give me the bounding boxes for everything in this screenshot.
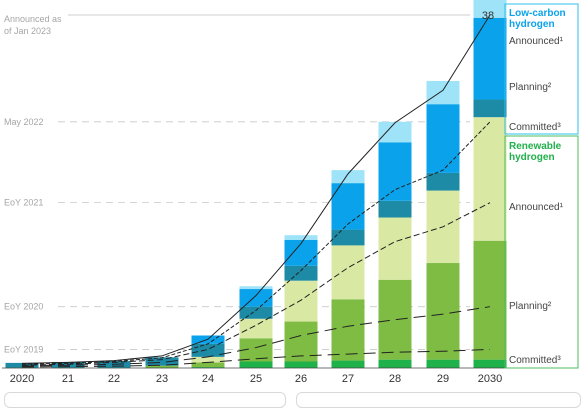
x-tick-label: 21: [62, 373, 74, 385]
trend-line: [21, 306, 491, 367]
bar-segment: [284, 235, 318, 240]
x-tick-label: 28: [389, 373, 401, 385]
reference-label: May 2022: [4, 117, 44, 127]
legend-item-renewable: Committed³: [509, 355, 561, 366]
bar-segment: [331, 245, 365, 300]
bar-segment: [145, 365, 179, 368]
legend-item-low-carbon: Announced¹: [509, 36, 564, 47]
legend-title-renewable: hydrogen: [509, 152, 555, 163]
bottom-panel-right: [296, 392, 581, 408]
bar-segment: [473, 99, 507, 118]
legend-title-renewable: Renewable: [509, 141, 562, 152]
bar-segment: [239, 338, 273, 362]
reference-label: EoY 2020: [4, 302, 43, 312]
bar-segment: [426, 172, 460, 191]
bars: [5, 0, 507, 369]
trend-line: [21, 14, 491, 364]
bar-segment: [239, 361, 273, 368]
bar-segment: [284, 280, 318, 322]
bar-segment: [473, 17, 507, 100]
legend-item-low-carbon: Committed³: [509, 122, 561, 133]
bar-segment: [378, 121, 412, 143]
bar-segment: [191, 343, 225, 357]
bar-segment: [331, 229, 365, 246]
legend-item-low-carbon: Planning²: [509, 82, 552, 93]
bar-segment: [426, 104, 460, 173]
trend-line: [21, 348, 491, 368]
bar-segment: [191, 362, 225, 368]
x-tick-label: 24: [202, 373, 214, 385]
trend-line: [21, 121, 491, 365]
bar-segment: [378, 200, 412, 218]
trend-lines: 38: [21, 10, 494, 368]
bar-segment: [473, 117, 507, 241]
bar-segment: [378, 142, 412, 201]
bar-segment: [473, 240, 507, 360]
x-tick-label: 2020: [10, 373, 34, 385]
top-value-label: 38: [482, 10, 494, 22]
bar-segment: [331, 360, 365, 368]
bar-segment: [239, 289, 273, 307]
bar-segment: [378, 359, 412, 368]
legend-title-low-carbon: hydrogen: [509, 19, 555, 30]
reference-label: EoY 2019: [4, 344, 43, 354]
legend-box-low-carbon: [504, 3, 579, 135]
x-tick-label: 2030: [478, 373, 502, 385]
bottom-panel-left: [4, 392, 286, 408]
trend-line: [21, 202, 491, 366]
bar-segment: [378, 279, 412, 360]
x-tick-label: 25: [250, 373, 262, 385]
bar-segment: [331, 170, 365, 184]
legend-box-renewable: [504, 135, 579, 369]
x-tick-label: 22: [108, 373, 120, 385]
bar-segment: [239, 318, 273, 339]
x-tick-label: 23: [156, 373, 168, 385]
x-axis: 2020 21 22 23 24 25 26 27 28 29 2030: [2, 367, 510, 385]
bar-segment: [191, 367, 225, 368]
bar-segment: [284, 321, 318, 362]
bar-segment: [473, 359, 507, 368]
bar-segment: [239, 286, 273, 290]
bar-segment: [239, 306, 273, 319]
x-tick-label: 26: [295, 373, 307, 385]
bar-segment: [426, 263, 460, 360]
legend-item-renewable: Planning²: [509, 301, 552, 312]
bar-segment: [145, 357, 179, 366]
reference-label: Announced as: [4, 14, 62, 24]
bar-segment: [426, 80, 460, 105]
bar-segment: [473, 0, 507, 18]
reference-label: EoY 2021: [4, 198, 43, 208]
legend: Low-carbonhydrogenRenewablehydrogenAnnou…: [504, 3, 579, 369]
bar-segment: [284, 361, 318, 368]
bar-segment: [378, 217, 412, 280]
legend-title-low-carbon: Low-carbon: [509, 8, 566, 19]
legend-item-renewable: Announced¹: [509, 202, 564, 213]
x-tick-label: 27: [342, 373, 354, 385]
bar-segment: [191, 356, 225, 363]
bar-segment: [331, 299, 365, 361]
reference-label: of Jan 2023: [4, 26, 51, 36]
bar-segment: [284, 265, 318, 281]
x-tick-label: 29: [437, 373, 449, 385]
bar-segment: [426, 359, 460, 368]
